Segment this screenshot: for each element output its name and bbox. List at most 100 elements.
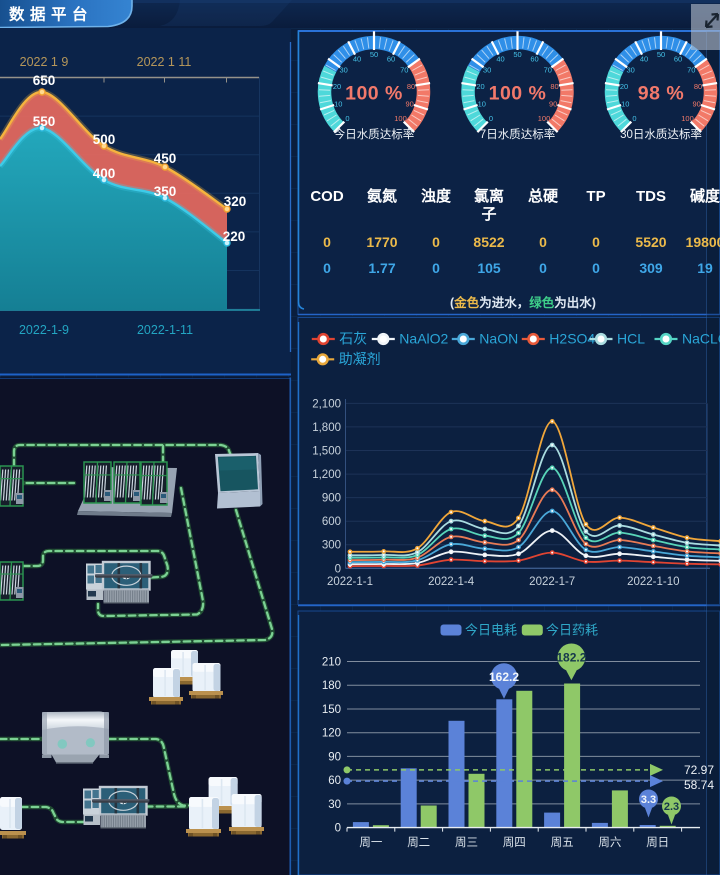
svg-text:900: 900 — [322, 493, 341, 505]
svg-text:90: 90 — [406, 99, 414, 108]
svg-text:30: 30 — [340, 66, 348, 75]
svg-text:2022-1-10: 2022-1-10 — [627, 576, 679, 588]
svg-text:周六: 周六 — [598, 836, 621, 849]
svg-text:400: 400 — [93, 166, 116, 181]
svg-text:72.97: 72.97 — [684, 763, 714, 777]
svg-text:氨氮: 氨氮 — [367, 187, 397, 205]
svg-text:5520: 5520 — [635, 234, 666, 250]
svg-text:100: 100 — [681, 114, 694, 123]
svg-text:H2SO4: H2SO4 — [549, 331, 595, 347]
svg-text:NaON: NaON — [479, 331, 518, 347]
svg-text:20: 20 — [333, 82, 341, 91]
svg-text:60: 60 — [387, 54, 395, 63]
svg-text:TP: TP — [586, 188, 605, 205]
svg-text:助凝剂: 助凝剂 — [339, 351, 381, 367]
svg-text:2022-1-7: 2022-1-7 — [529, 576, 575, 588]
svg-text:70: 70 — [544, 66, 552, 75]
svg-text:40: 40 — [353, 54, 361, 63]
svg-text:100 %: 100 % — [489, 83, 547, 105]
svg-text:70: 70 — [400, 66, 408, 75]
svg-text:2022 1 9: 2022 1 9 — [20, 55, 69, 69]
svg-text:今日药耗: 今日药耗 — [546, 623, 598, 638]
svg-text:0: 0 — [323, 234, 331, 250]
svg-text:350: 350 — [154, 184, 177, 199]
svg-text:320: 320 — [224, 194, 247, 209]
svg-text:30: 30 — [483, 66, 491, 75]
svg-text:周四: 周四 — [503, 836, 526, 849]
svg-text:2022 1 11: 2022 1 11 — [137, 55, 192, 69]
svg-text:60: 60 — [674, 54, 682, 63]
svg-text:100: 100 — [538, 114, 551, 123]
svg-text:0: 0 — [489, 114, 493, 123]
svg-text:10: 10 — [478, 99, 486, 108]
svg-text:80: 80 — [694, 82, 702, 91]
svg-text:0: 0 — [539, 260, 547, 276]
svg-text:1,200: 1,200 — [312, 469, 341, 481]
svg-text:0: 0 — [592, 234, 600, 250]
svg-text:2022-1-1: 2022-1-1 — [327, 576, 373, 588]
svg-text:8522: 8522 — [473, 234, 504, 250]
svg-text:20: 20 — [620, 82, 628, 91]
svg-text:105: 105 — [477, 260, 501, 276]
svg-text:0: 0 — [632, 114, 636, 123]
svg-text:0: 0 — [335, 823, 341, 835]
svg-text:100 %: 100 % — [345, 83, 403, 105]
svg-text:180: 180 — [322, 680, 341, 692]
svg-text:300: 300 — [322, 540, 341, 552]
svg-text:1770: 1770 — [366, 234, 397, 250]
svg-text:90: 90 — [693, 99, 701, 108]
svg-text:1.77: 1.77 — [368, 260, 395, 276]
svg-text:0: 0 — [432, 234, 440, 250]
svg-text:10: 10 — [621, 99, 629, 108]
svg-text:NaCLO: NaCLO — [682, 331, 720, 347]
svg-text:70: 70 — [687, 66, 695, 75]
svg-text:19: 19 — [697, 260, 713, 276]
svg-text:500: 500 — [93, 132, 116, 147]
svg-text:HCL: HCL — [617, 331, 645, 347]
svg-text:数据平台: 数据平台 — [9, 5, 93, 24]
svg-text:40: 40 — [496, 54, 504, 63]
svg-text:220: 220 — [223, 229, 246, 244]
svg-text:60: 60 — [328, 775, 341, 787]
svg-text:今日水质达标率: 今日水质达标率 — [334, 127, 415, 141]
svg-text:309: 309 — [639, 260, 663, 276]
svg-text:浊度: 浊度 — [421, 187, 452, 205]
svg-text:总硬: 总硬 — [528, 187, 559, 205]
svg-text:162.2: 162.2 — [489, 670, 519, 684]
svg-text:80: 80 — [407, 82, 415, 91]
svg-text:周日: 周日 — [646, 836, 669, 849]
svg-text:1,800: 1,800 — [312, 422, 341, 434]
svg-text:150: 150 — [322, 704, 341, 716]
svg-text:120: 120 — [322, 728, 341, 740]
svg-text:2,100: 2,100 — [312, 398, 341, 410]
svg-text:(金色为进水，绿色为出水): (金色为进水，绿色为出水) — [450, 295, 596, 310]
svg-text:周二: 周二 — [407, 836, 430, 849]
svg-text:210: 210 — [322, 657, 341, 669]
svg-text:0: 0 — [432, 260, 440, 276]
svg-text:90: 90 — [328, 751, 341, 763]
svg-text:COD: COD — [310, 188, 344, 205]
svg-text:2.3: 2.3 — [664, 801, 679, 813]
svg-text:182.2: 182.2 — [556, 651, 586, 665]
svg-text:碱度: 碱度 — [690, 187, 720, 205]
svg-text:58.74: 58.74 — [684, 778, 714, 792]
svg-text:600: 600 — [322, 516, 341, 528]
svg-text:550: 550 — [33, 114, 56, 129]
svg-text:氯离: 氯离 — [474, 187, 504, 205]
svg-text:80: 80 — [550, 82, 558, 91]
svg-text:50: 50 — [513, 50, 521, 59]
svg-text:10: 10 — [334, 99, 342, 108]
svg-text:石灰: 石灰 — [339, 331, 367, 347]
svg-text:2022-1-4: 2022-1-4 — [428, 576, 475, 588]
svg-text:0: 0 — [345, 114, 349, 123]
svg-text:周一: 周一 — [359, 836, 382, 849]
svg-text:2022-1-9: 2022-1-9 — [19, 323, 69, 337]
svg-text:98 %: 98 % — [638, 83, 684, 105]
svg-text:650: 650 — [33, 73, 56, 88]
svg-text:40: 40 — [640, 54, 648, 63]
svg-text:60: 60 — [530, 54, 538, 63]
svg-text:100: 100 — [394, 114, 407, 123]
svg-text:30: 30 — [328, 799, 341, 811]
svg-text:20: 20 — [476, 82, 484, 91]
